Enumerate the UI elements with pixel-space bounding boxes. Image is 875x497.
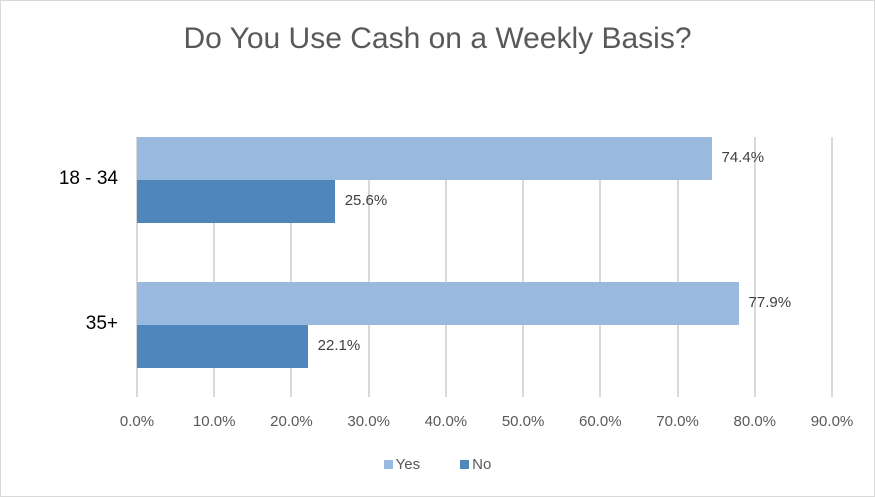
bar-no <box>137 325 308 368</box>
category-label: 35+ <box>85 313 118 334</box>
gridline <box>213 137 216 397</box>
gridline <box>831 137 833 397</box>
category-label: 18 - 34 <box>58 168 118 189</box>
chart-title: Do You Use Cash on a Weekly Basis? <box>183 22 692 55</box>
bar-no <box>137 180 335 223</box>
data-label: 25.6% <box>344 192 388 209</box>
bar-yes <box>137 282 739 325</box>
data-label: 22.1% <box>317 337 361 354</box>
x-tick-label: 20.0% <box>270 413 313 430</box>
legend-label: Yes <box>395 456 421 473</box>
legend-item-yes: Yes <box>383 456 421 473</box>
x-tick-label: 30.0% <box>347 413 390 430</box>
data-label: 77.9% <box>748 294 792 311</box>
legend-swatch-icon <box>383 460 393 469</box>
plot-area: 74.4% 25.6% 77.9% 22.1% <box>136 137 833 397</box>
x-tick-label: 0.0% <box>119 413 155 430</box>
gridline <box>444 137 447 397</box>
gridline <box>290 137 293 397</box>
legend-swatch-icon <box>460 460 470 469</box>
x-tick-label: 90.0% <box>810 413 854 430</box>
gridline <box>522 137 525 397</box>
x-tick-label: 80.0% <box>733 413 777 430</box>
gridline <box>367 137 370 397</box>
legend: Yes No <box>0 456 875 473</box>
gridline <box>753 137 756 397</box>
bar-yes <box>137 137 712 180</box>
x-tick-label: 10.0% <box>192 413 236 430</box>
x-tick-label: 40.0% <box>424 413 468 430</box>
x-tick-label: 50.0% <box>501 413 545 430</box>
gridline <box>676 137 679 397</box>
x-tick-label: 70.0% <box>656 413 699 430</box>
legend-item-no: No <box>460 456 491 473</box>
x-tick-label: 60.0% <box>579 413 622 430</box>
gridline <box>599 137 602 397</box>
gridline <box>136 137 138 397</box>
data-label: 74.4% <box>721 149 765 166</box>
legend-label: No <box>472 456 492 473</box>
